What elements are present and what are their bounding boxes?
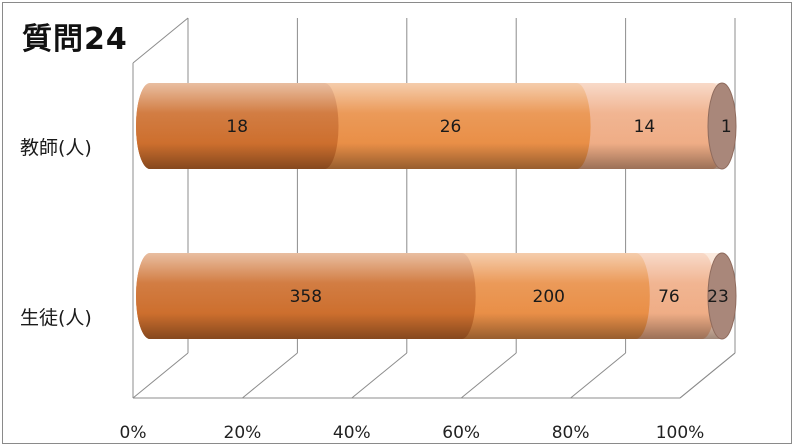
data-label: 23 (707, 287, 729, 307)
floor-gridline (132, 352, 189, 399)
bar-cap-right (707, 82, 737, 170)
x-tick-label: 80% (552, 423, 590, 443)
x-tick-label: 100% (656, 423, 705, 443)
x-tick-label: 20% (224, 423, 262, 443)
floor-gridline (351, 352, 408, 399)
data-label: 18 (226, 117, 248, 137)
category-label: 教師(人) (20, 137, 92, 159)
category-label: 生徒(人) (20, 307, 92, 329)
chart-title: 質問24 (22, 22, 128, 57)
x-tick-label: 60% (442, 423, 480, 443)
bar-segment (562, 83, 727, 169)
floor-gridline (242, 352, 298, 399)
bar-segment (136, 253, 476, 339)
bar-cap-right (707, 252, 737, 340)
floor-gridline (570, 352, 626, 399)
bar-segment (447, 253, 650, 339)
data-label: 14 (634, 117, 656, 137)
data-label: 26 (440, 117, 462, 137)
data-label: 200 (533, 287, 565, 307)
x-tick-label: 0% (120, 423, 147, 443)
data-label: 358 (290, 287, 322, 307)
data-label: 76 (658, 287, 680, 307)
x-tick-label: 40% (333, 423, 371, 443)
side-wall-top (132, 17, 189, 64)
bar-segment (136, 83, 339, 169)
bar-segment (310, 83, 591, 169)
floor-right-edge (679, 352, 736, 399)
data-label: 1 (721, 117, 732, 137)
floor-gridline (460, 352, 517, 399)
